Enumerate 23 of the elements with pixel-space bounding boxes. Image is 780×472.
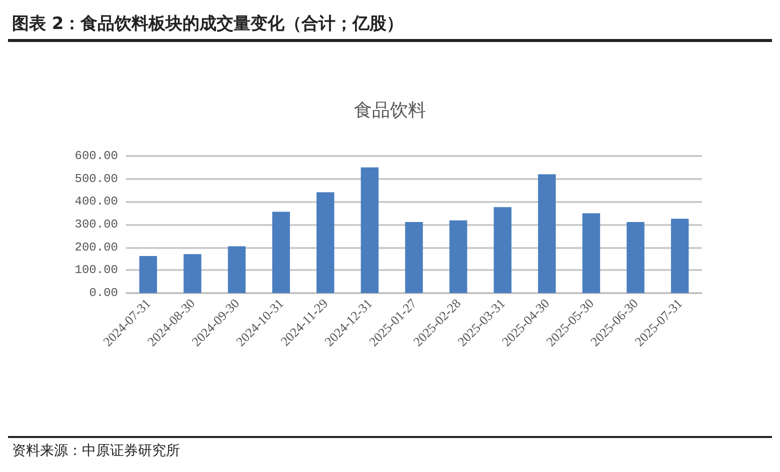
bar: [316, 192, 334, 293]
bar: [405, 222, 423, 293]
chart-subtitle: 食品饮料: [354, 100, 426, 120]
y-tick-label: 500.00: [74, 172, 118, 186]
bar: [360, 167, 379, 293]
bar: [449, 220, 468, 293]
bar: [139, 256, 158, 293]
y-tick-label: 300.00: [74, 218, 118, 232]
bar: [184, 254, 202, 293]
bar: [228, 246, 246, 293]
bar: [626, 222, 644, 293]
bar: [538, 174, 556, 293]
bar: [670, 218, 689, 293]
y-tick-label: 200.00: [74, 240, 118, 254]
bar: [494, 207, 512, 293]
y-tick-label: 100.00: [74, 263, 118, 278]
bar: [272, 212, 290, 293]
y-tick-label: 600.00: [74, 149, 118, 163]
y-tick-label: 0.00: [89, 286, 118, 300]
chart-title: 图表 2：食品饮料板块的成交量变化（合计；亿股）: [8, 8, 772, 42]
bar: [582, 213, 600, 293]
text: 资料来源：中原证券研究所: [12, 443, 180, 459]
y-tick-label: 400.00: [74, 194, 118, 209]
